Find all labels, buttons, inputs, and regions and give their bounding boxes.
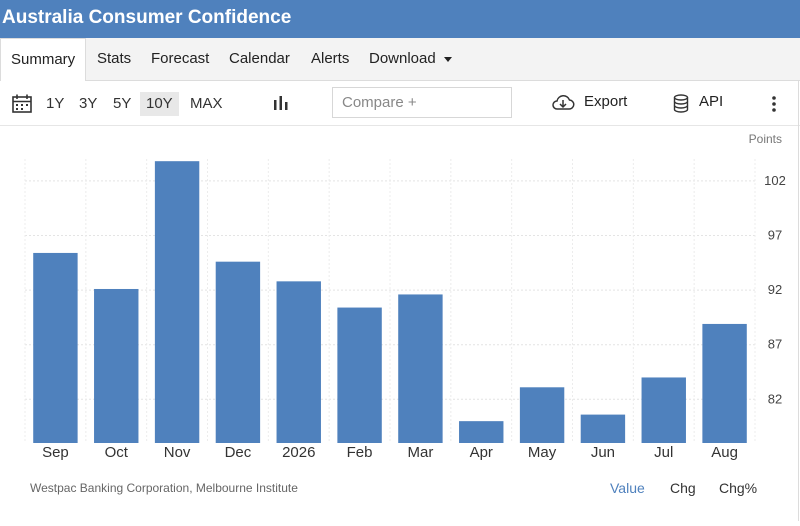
bar	[398, 294, 443, 443]
y-tick-label: 102	[764, 173, 786, 188]
x-tick-label: Dec	[225, 444, 252, 461]
bar-chart-icon[interactable]	[272, 95, 290, 111]
y-unit-label: Points	[749, 132, 782, 146]
more-vertical-icon[interactable]	[771, 95, 777, 113]
tab-download[interactable]: Download	[359, 38, 462, 80]
api-button[interactable]: API	[699, 93, 724, 110]
source-text: Westpac Banking Corporation, Melbourne I…	[30, 481, 298, 495]
y-tick-label: 87	[768, 337, 782, 352]
tab-bar: Summary Stats Forecast Calendar Alerts D…	[0, 38, 800, 81]
bar	[702, 323, 747, 443]
y-tick-label: 92	[768, 282, 782, 297]
x-tick-label: Aug	[711, 444, 738, 461]
range-5y-button[interactable]: 5Y	[113, 95, 132, 112]
bar	[276, 281, 321, 443]
range-1y-button[interactable]: 1Y	[46, 95, 65, 112]
bar	[337, 307, 382, 443]
database-icon[interactable]	[673, 94, 689, 113]
chgpct-toggle[interactable]: Chg%	[719, 480, 758, 496]
y-tick-label: 82	[768, 391, 782, 406]
calendar-icon[interactable]	[12, 94, 32, 113]
bar	[459, 421, 504, 443]
bar	[94, 288, 139, 443]
bar	[519, 387, 565, 443]
x-tick-label: Jul	[654, 444, 673, 461]
bar	[580, 414, 626, 443]
x-tick-label: Jun	[591, 444, 615, 461]
tab-alerts[interactable]: Alerts	[311, 50, 350, 67]
cloud-download-icon[interactable]	[551, 94, 575, 112]
frame-right	[798, 81, 799, 521]
range-max-button[interactable]: MAX	[190, 95, 223, 112]
bar	[641, 377, 686, 443]
value-toggle[interactable]: Value	[610, 480, 645, 496]
tab-summary[interactable]: Summary	[0, 38, 87, 81]
x-tick-label: Feb	[347, 444, 373, 461]
bar	[215, 261, 261, 443]
x-tick-label: Apr	[470, 444, 493, 461]
x-tick-label: Sep	[42, 444, 69, 461]
chg-toggle[interactable]: Chg	[670, 480, 696, 496]
bar	[33, 252, 78, 443]
tab-forecast[interactable]: Forecast	[151, 50, 210, 67]
page-title: Australia Consumer Confidence	[2, 7, 292, 28]
download-label: Download	[369, 50, 436, 67]
x-tick-label: Nov	[164, 444, 191, 461]
tab-stats[interactable]: Stats	[97, 50, 132, 67]
x-tick-label: 2026	[282, 444, 315, 461]
tab-calendar[interactable]: Calendar	[229, 50, 290, 67]
export-button[interactable]: Export	[584, 93, 628, 110]
x-tick-label: Oct	[105, 444, 129, 461]
range-3y-button[interactable]: 3Y	[79, 95, 98, 112]
bar	[154, 161, 200, 443]
chart-area: Points 82 87 92 97 102 Sep Oct Nov Dec 2026 Feb Mar A…	[0, 125, 800, 480]
y-tick-label: 97	[768, 227, 782, 242]
x-tick-label: Mar	[407, 444, 433, 461]
chevron-down-icon	[443, 56, 452, 62]
compare-input[interactable]	[332, 87, 512, 118]
title-bar: Australia Consumer Confidence	[0, 0, 800, 38]
range-10y-button[interactable]: 10Y	[140, 92, 179, 116]
toolbar: 1Y 3Y 5Y 10Y MAX Export API	[0, 81, 800, 126]
bar-chart: Points 82 87 92 97 102 Sep Oct Nov Dec 2026 Feb Mar A…	[24, 132, 786, 461]
x-tick-label: May	[528, 444, 557, 461]
